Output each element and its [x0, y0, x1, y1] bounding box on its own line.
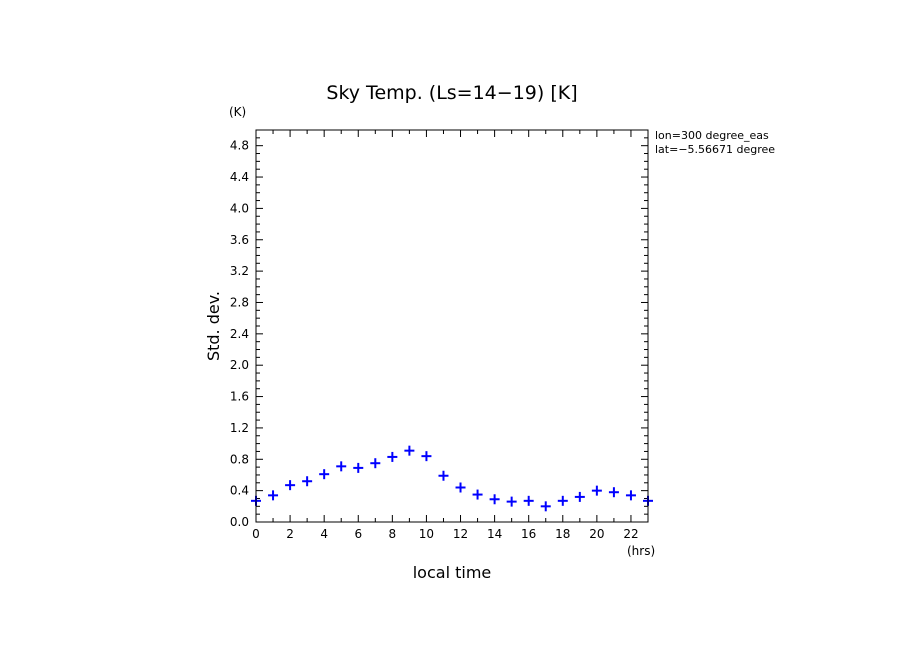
x-axis-label: local time: [413, 563, 492, 582]
data-point: [353, 462, 364, 473]
annotation-lon: lon=300 degree_eas: [655, 129, 769, 142]
y-tick-label: 3.6: [230, 233, 249, 247]
y-tick-label: 2.0: [230, 358, 249, 372]
data-point: [387, 451, 398, 462]
y-tick-label: 2.8: [230, 295, 249, 309]
data-point: [557, 495, 568, 506]
annotation-lat: lat=−5.56671 degree: [655, 143, 775, 156]
x-tick-label: 8: [389, 527, 397, 541]
plot-frame: [255, 129, 649, 523]
data-point: [574, 491, 585, 502]
x-tick-label: 6: [354, 527, 362, 541]
x-tick-label: 12: [453, 527, 468, 541]
y-tick-label: 2.4: [230, 327, 249, 341]
data-point: [404, 445, 415, 456]
data-point: [370, 458, 381, 469]
data-point: [523, 495, 534, 506]
x-tick-label: 18: [555, 527, 570, 541]
x-tick-label: 2: [286, 527, 294, 541]
x-tick-label: 20: [589, 527, 604, 541]
y-tick-label: 0.8: [230, 452, 249, 466]
y-tick-label: 4.4: [230, 170, 249, 184]
x-tick-label: 10: [419, 527, 434, 541]
axis-ticks: [255, 129, 649, 523]
data-point: [336, 461, 347, 472]
y-tick-label: 4.0: [230, 201, 249, 215]
x-unit-label: (hrs): [627, 544, 655, 558]
y-tick-label: 0.0: [230, 515, 249, 529]
y-unit-label: (K): [229, 105, 246, 119]
tick-labels: 0 2 4 6 8 10 12 14 16 18 20 22 0.0 0.4 0.8 1.2 1.6 2.0 2.4…: [230, 139, 639, 541]
y-axis-label: Std. dev.: [204, 291, 223, 361]
x-tick-label: 0: [252, 527, 260, 541]
data-point: [421, 451, 432, 462]
x-tick-label: 14: [487, 527, 502, 541]
data-point: [591, 485, 602, 496]
data-point: [489, 494, 500, 505]
x-tick-label: 22: [623, 527, 638, 541]
y-tick-label: 1.2: [230, 421, 249, 435]
x-tick-label: 4: [320, 527, 328, 541]
data-point: [506, 496, 517, 507]
y-tick-label: 0.4: [230, 484, 249, 498]
x-tick-label: 16: [521, 527, 536, 541]
data-point: [455, 482, 466, 493]
data-point: [472, 489, 483, 500]
data-point: [540, 501, 551, 512]
y-tick-label: 1.6: [230, 390, 249, 404]
data-points: [251, 445, 653, 512]
data-point: [625, 490, 636, 501]
data-point: [438, 470, 449, 481]
data-point: [608, 487, 619, 498]
data-point: [285, 480, 296, 491]
data-point: [268, 490, 279, 501]
y-tick-label: 4.8: [230, 139, 249, 153]
data-point: [319, 469, 330, 480]
data-point: [302, 476, 313, 487]
chart-title: Sky Temp. (Ls=14−19) [K]: [326, 82, 577, 104]
y-tick-label: 3.2: [230, 264, 249, 278]
